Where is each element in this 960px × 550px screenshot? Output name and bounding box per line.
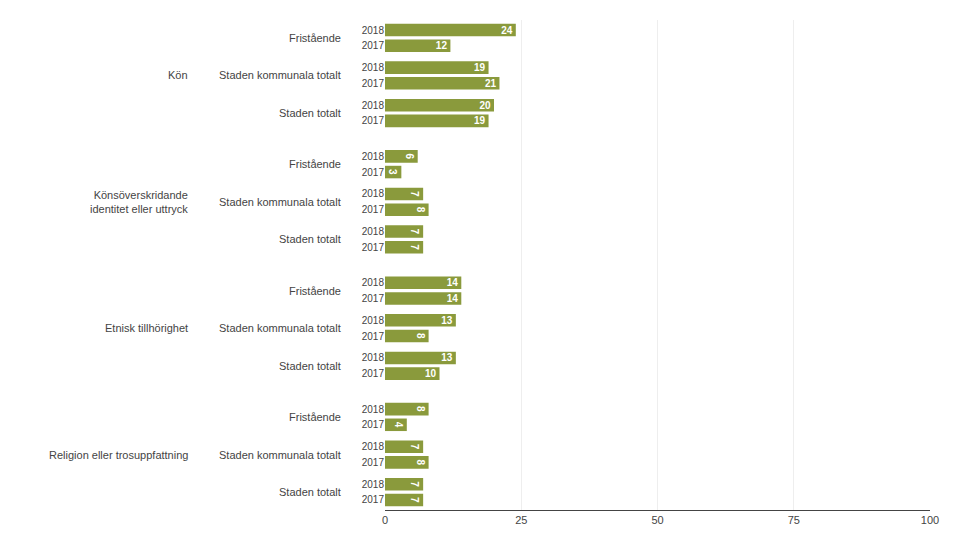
svg-text:Fristående: Fristående xyxy=(289,411,341,423)
svg-text:7: 7 xyxy=(409,444,420,450)
svg-text:Staden kommunala totalt: Staden kommunala totalt xyxy=(219,322,341,334)
svg-text:2017: 2017 xyxy=(362,40,385,51)
svg-text:2018: 2018 xyxy=(362,62,385,73)
svg-text:2018: 2018 xyxy=(362,441,385,452)
svg-text:14: 14 xyxy=(447,293,459,304)
svg-text:2018: 2018 xyxy=(362,151,385,162)
svg-text:8: 8 xyxy=(415,459,426,465)
svg-text:2018: 2018 xyxy=(362,277,385,288)
svg-text:2017: 2017 xyxy=(362,78,385,89)
svg-text:Staden totalt: Staden totalt xyxy=(279,486,341,498)
svg-text:Religion eller trosuppfattning: Religion eller trosuppfattning xyxy=(49,449,188,461)
svg-text:13: 13 xyxy=(441,352,453,363)
svg-text:2017: 2017 xyxy=(362,204,385,215)
svg-text:50: 50 xyxy=(651,514,663,526)
svg-text:7: 7 xyxy=(409,481,420,487)
svg-text:100: 100 xyxy=(921,514,939,526)
svg-text:2017: 2017 xyxy=(362,115,385,126)
svg-text:Staden totalt: Staden totalt xyxy=(279,107,341,119)
svg-text:Staden kommunala totalt: Staden kommunala totalt xyxy=(219,449,341,461)
svg-text:Etnisk tillhörighet: Etnisk tillhörighet xyxy=(105,322,188,334)
svg-text:2018: 2018 xyxy=(362,226,385,237)
svg-text:7: 7 xyxy=(409,229,420,235)
svg-text:2017: 2017 xyxy=(362,368,385,379)
svg-text:21: 21 xyxy=(485,78,497,89)
svg-text:2017: 2017 xyxy=(362,167,385,178)
svg-text:Staden kommunala totalt: Staden kommunala totalt xyxy=(219,196,341,208)
svg-text:24: 24 xyxy=(501,25,513,36)
svg-text:2018: 2018 xyxy=(362,404,385,415)
svg-text:2017: 2017 xyxy=(362,242,385,253)
svg-text:10: 10 xyxy=(425,368,437,379)
svg-text:Könsöverskridandeidentitet ell: Könsöverskridandeidentitet eller uttryck xyxy=(90,189,188,215)
svg-text:2017: 2017 xyxy=(362,457,385,468)
svg-text:6: 6 xyxy=(404,153,415,159)
svg-text:20: 20 xyxy=(479,100,491,111)
svg-text:14: 14 xyxy=(447,277,459,288)
svg-text:2018: 2018 xyxy=(362,352,385,363)
svg-text:75: 75 xyxy=(788,514,800,526)
svg-text:2018: 2018 xyxy=(362,315,385,326)
svg-text:4: 4 xyxy=(393,422,404,428)
svg-text:12: 12 xyxy=(436,40,448,51)
svg-text:2017: 2017 xyxy=(362,293,385,304)
svg-text:Staden totalt: Staden totalt xyxy=(279,233,341,245)
svg-text:7: 7 xyxy=(409,497,420,503)
svg-text:8: 8 xyxy=(415,333,426,339)
svg-text:0: 0 xyxy=(382,514,388,526)
svg-text:2017: 2017 xyxy=(362,419,385,430)
svg-text:7: 7 xyxy=(409,191,420,197)
svg-text:Staden kommunala totalt: Staden kommunala totalt xyxy=(219,69,341,81)
svg-text:Fristående: Fristående xyxy=(289,32,341,44)
svg-text:13: 13 xyxy=(441,315,453,326)
svg-text:2018: 2018 xyxy=(362,100,385,111)
svg-text:19: 19 xyxy=(474,62,486,73)
svg-text:2018: 2018 xyxy=(362,188,385,199)
svg-text:Fristående: Fristående xyxy=(289,158,341,170)
svg-text:Kön: Kön xyxy=(168,69,188,81)
svg-text:25: 25 xyxy=(515,514,527,526)
svg-text:Staden totalt: Staden totalt xyxy=(279,360,341,372)
svg-text:2017: 2017 xyxy=(362,494,385,505)
svg-text:2018: 2018 xyxy=(362,25,385,36)
svg-text:8: 8 xyxy=(415,406,426,412)
svg-text:2017: 2017 xyxy=(362,331,385,342)
svg-text:7: 7 xyxy=(409,244,420,250)
svg-text:Fristående: Fristående xyxy=(289,285,341,297)
svg-text:3: 3 xyxy=(387,169,398,175)
svg-text:8: 8 xyxy=(415,207,426,213)
svg-text:19: 19 xyxy=(474,115,486,126)
svg-text:2018: 2018 xyxy=(362,479,385,490)
